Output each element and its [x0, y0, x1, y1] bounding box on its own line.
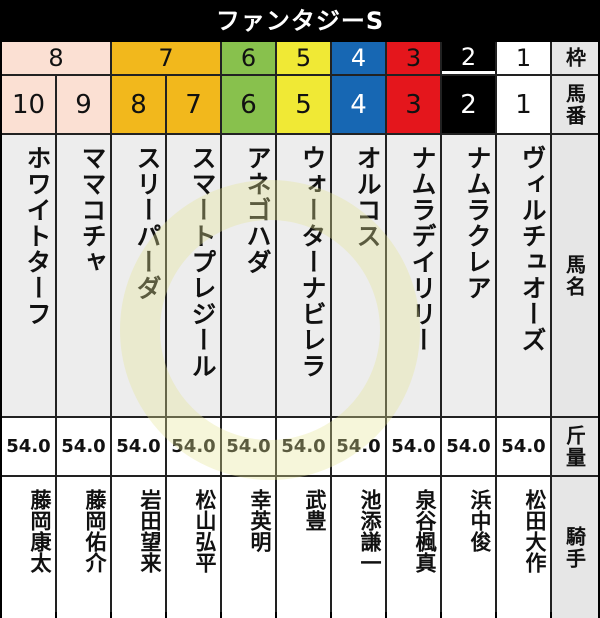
jockey-name: 武豊 — [277, 477, 330, 618]
horse-number: 6 — [222, 76, 275, 133]
horse-number: 10 — [2, 76, 55, 133]
label-weight: 斤量 — [552, 418, 598, 475]
label-frame: 枠 — [552, 42, 598, 74]
horse-weight: 54.0 — [497, 418, 550, 475]
horse-number: 9 — [57, 76, 110, 133]
horse-name: ホワイトターフ — [2, 135, 55, 416]
jockey-name: 藤岡康太 — [2, 477, 55, 618]
horse-name: ママコチャ — [57, 135, 110, 416]
horse-number: 7 — [167, 76, 220, 133]
horse-weight: 54.0 — [112, 418, 165, 475]
horse-name: スマートプレジール — [167, 135, 220, 416]
frame-cell: 3 — [387, 42, 440, 74]
horse-name: ナムラデイリリー — [387, 135, 440, 416]
horse-weight: 54.0 — [442, 418, 495, 475]
race-title: ファンタジーS — [215, 7, 385, 35]
frame-cell: 8 — [2, 42, 110, 74]
horse-number: 5 — [277, 76, 330, 133]
horse-weight: 54.0 — [222, 418, 275, 475]
frame-cell: 1 — [497, 42, 550, 74]
label-number: 馬番 — [552, 76, 598, 133]
horse-weight: 54.0 — [57, 418, 110, 475]
jockey-name: 松田大作 — [497, 477, 550, 618]
frame-cell: 7 — [112, 42, 220, 74]
jockey-name: 岩田望来 — [112, 477, 165, 618]
frame-cell: 6 — [222, 42, 275, 74]
horse-number: 3 — [387, 76, 440, 133]
label-jockey: 騎手 — [552, 477, 598, 618]
jockey-name: 浜中俊 — [442, 477, 495, 618]
horse-name: ナムラクレア — [442, 135, 495, 416]
jockey-name: 泉谷楓真 — [387, 477, 440, 618]
jockey-name: 池添謙一 — [332, 477, 385, 618]
horse-name: オルコス — [332, 135, 385, 416]
entry-table: 8 7 6 5 4 3 2 1 枠 10 ホワイトターフ 54.0 藤岡康太 9 ママコチャ 54.0 藤岡佑介… — [2, 42, 598, 618]
horse-weight: 54.0 — [387, 418, 440, 475]
horse-number: 2 — [442, 76, 495, 133]
horse-number: 4 — [332, 76, 385, 133]
jockey-name: 幸英明 — [222, 477, 275, 618]
horse-weight: 54.0 — [332, 418, 385, 475]
horse-number: 8 — [112, 76, 165, 133]
label-horse: 馬名 — [552, 135, 598, 416]
horse-name: ウォーターナビレラ — [277, 135, 330, 416]
jockey-name: 松山弘平 — [167, 477, 220, 618]
horse-weight: 54.0 — [167, 418, 220, 475]
frame-cell: 4 — [332, 42, 385, 74]
horse-name: ヴィルチュオーズ — [497, 135, 550, 416]
horse-weight: 54.0 — [2, 418, 55, 475]
jockey-name: 藤岡佑介 — [57, 477, 110, 618]
horse-number: 1 — [497, 76, 550, 133]
horse-name: スリーパーダ — [112, 135, 165, 416]
frame-cell: 5 — [277, 42, 330, 74]
frame-cell: 2 — [442, 42, 495, 74]
horse-weight: 54.0 — [277, 418, 330, 475]
horse-name: アネゴハダ — [222, 135, 275, 416]
